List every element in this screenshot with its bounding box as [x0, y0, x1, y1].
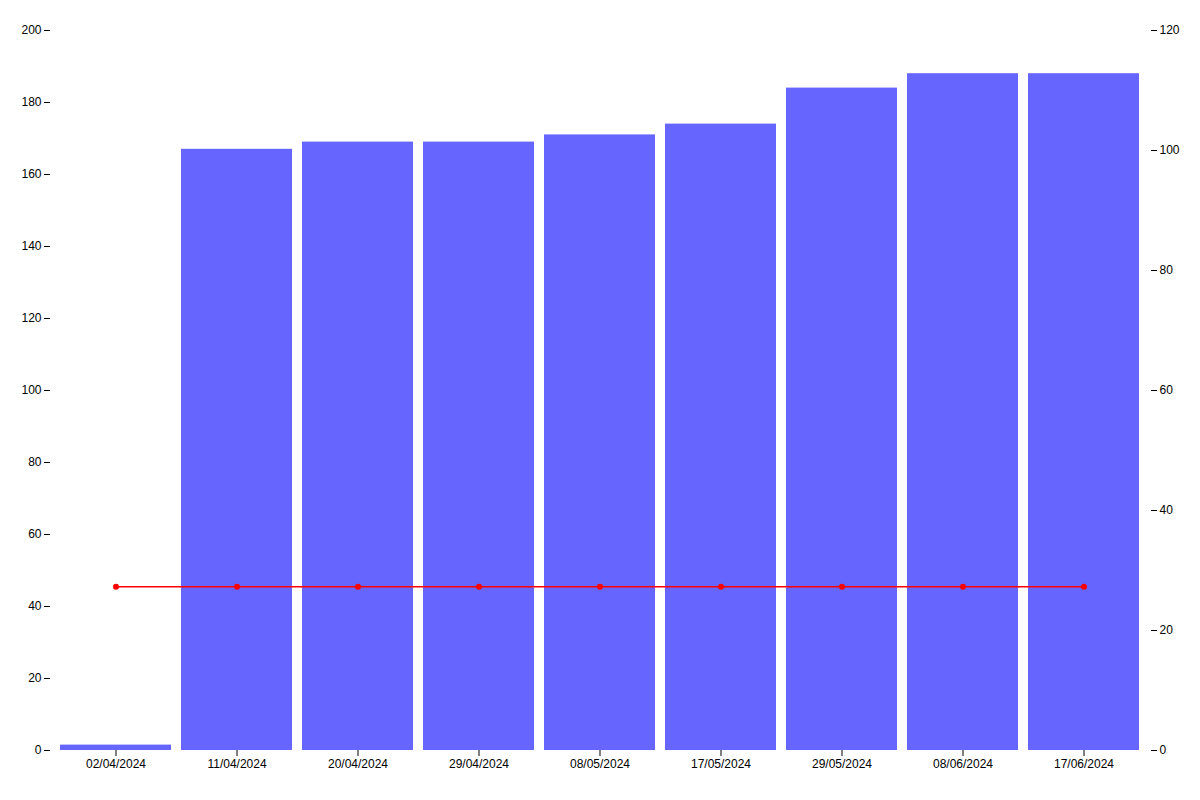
- svg-text:60: 60: [1160, 383, 1174, 397]
- svg-text:80: 80: [28, 455, 42, 469]
- svg-text:200: 200: [21, 23, 41, 37]
- svg-text:80: 80: [1160, 263, 1174, 277]
- svg-text:60: 60: [28, 527, 42, 541]
- svg-text:160: 160: [21, 167, 41, 181]
- svg-text:17/06/2024: 17/06/2024: [1054, 757, 1114, 771]
- svg-text:20/04/2024: 20/04/2024: [328, 757, 388, 771]
- svg-text:140: 140: [21, 239, 41, 253]
- svg-text:100: 100: [1160, 143, 1180, 157]
- svg-text:17/05/2024: 17/05/2024: [691, 757, 751, 771]
- svg-text:08/05/2024: 08/05/2024: [570, 757, 630, 771]
- svg-text:180: 180: [21, 95, 41, 109]
- svg-text:0: 0: [35, 743, 42, 757]
- svg-text:100: 100: [21, 383, 41, 397]
- svg-text:120: 120: [21, 311, 41, 325]
- svg-text:02/04/2024: 02/04/2024: [86, 757, 146, 771]
- svg-text:20: 20: [28, 671, 42, 685]
- svg-text:08/06/2024: 08/06/2024: [933, 757, 993, 771]
- svg-text:20: 20: [1160, 623, 1174, 637]
- svg-text:11/04/2024: 11/04/2024: [207, 757, 266, 771]
- svg-text:40: 40: [28, 599, 42, 613]
- svg-text:29/05/2024: 29/05/2024: [812, 757, 872, 771]
- svg-text:120: 120: [1160, 23, 1180, 37]
- svg-text:0: 0: [1160, 743, 1167, 757]
- svg-text:29/04/2024: 29/04/2024: [449, 757, 509, 771]
- svg-text:40: 40: [1160, 503, 1174, 517]
